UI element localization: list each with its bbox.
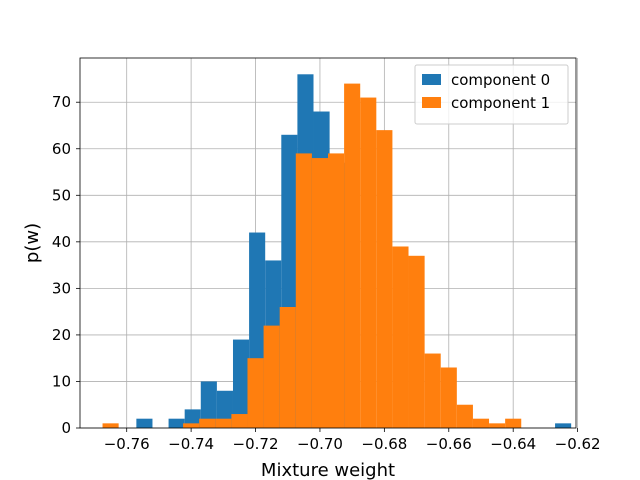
bar-series-0: [168, 418, 185, 428]
bar-series-1: [456, 404, 473, 428]
y-tick-label: 40: [52, 233, 71, 251]
bar-series-1: [199, 418, 216, 428]
legend-entry-label: component 1: [451, 94, 550, 112]
bar-series-1: [344, 83, 361, 429]
bar-series-1: [328, 153, 345, 428]
bar-series-1: [489, 423, 506, 428]
x-tick-label: −0.62: [555, 435, 601, 453]
plot-frame: [79, 57, 577, 429]
x-tick-label: −0.66: [426, 435, 472, 453]
bar-series-0: [555, 423, 572, 428]
legend-swatch: [422, 97, 441, 108]
bar-series-1: [505, 418, 522, 428]
y-axis-label: p(w): [22, 223, 43, 263]
legend: component 0 component 1: [414, 64, 569, 125]
bar-series-1: [376, 130, 393, 428]
y-tick-label: 60: [52, 140, 71, 158]
x-axis-ticks: −0.76 −0.74 −0.72 −0.70 −0.68 −0.66 −0.64 −0.62: [104, 428, 601, 453]
bar-series-0: [232, 339, 250, 428]
legend-entry-label: component 0: [451, 71, 550, 89]
y-axis-ticks: 0 10 20 30 40 50 60 70: [52, 93, 80, 437]
bar-series-1: [472, 418, 490, 428]
x-tick-label: −0.72: [233, 435, 279, 453]
bar-series-1: [392, 246, 409, 428]
y-tick-label: 70: [52, 93, 71, 111]
y-tick-label: 30: [52, 279, 71, 297]
x-axis-label: Mixture weight: [261, 460, 395, 480]
bar-series-1: [408, 255, 425, 428]
x-tick-label: −0.70: [297, 435, 343, 453]
y-tick-label: 50: [52, 186, 71, 204]
bar-series-1: [263, 325, 280, 428]
bar-series-1: [360, 97, 377, 428]
bar-series-0: [200, 381, 217, 428]
x-tick-label: −0.68: [361, 435, 407, 453]
bar-series-0: [136, 418, 153, 428]
bar-series-1: [247, 358, 264, 428]
bar-series-1: [102, 423, 119, 428]
y-tick-label: 10: [52, 372, 71, 390]
x-tick-label: −0.76: [104, 435, 150, 453]
bar-series-1: [215, 418, 232, 428]
legend-swatch: [422, 74, 441, 85]
x-tick-label: −0.74: [168, 435, 214, 453]
bar-series-1: [440, 367, 457, 428]
x-tick-label: −0.64: [490, 435, 536, 453]
bar-series-1: [231, 414, 248, 428]
bar-series-1: [279, 306, 296, 428]
histogram-bars: [102, 74, 572, 429]
legend-box: [414, 64, 569, 125]
bar-series-1: [311, 158, 328, 428]
y-tick-label: 20: [52, 326, 71, 344]
y-tick-label: 0: [61, 419, 71, 437]
bar-series-1: [183, 423, 200, 428]
bar-series-1: [295, 153, 312, 428]
bar-series-1: [424, 353, 441, 428]
